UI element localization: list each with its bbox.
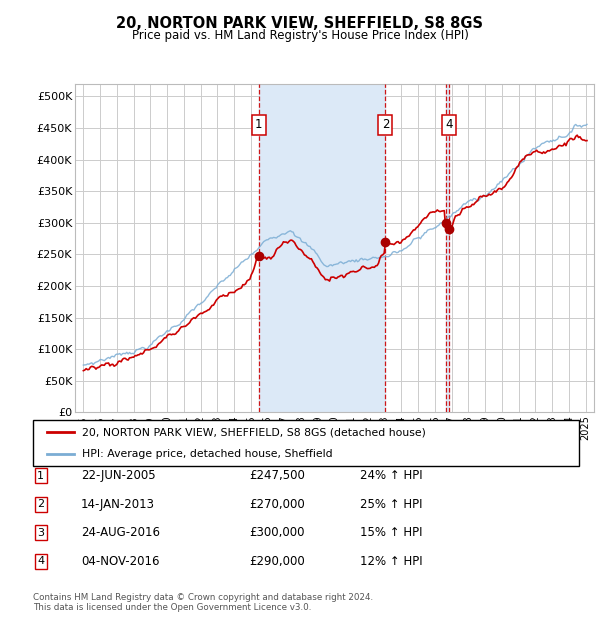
Text: 2: 2 [382,118,389,131]
Text: 12% ↑ HPI: 12% ↑ HPI [360,555,422,567]
Text: 24-AUG-2016: 24-AUG-2016 [81,526,160,539]
Text: 22-JUN-2005: 22-JUN-2005 [81,469,155,482]
Text: 3: 3 [37,528,44,538]
Text: £270,000: £270,000 [249,498,305,510]
Text: 20, NORTON PARK VIEW, SHEFFIELD, S8 8GS: 20, NORTON PARK VIEW, SHEFFIELD, S8 8GS [116,16,484,31]
Text: 4: 4 [445,118,453,131]
Text: £247,500: £247,500 [249,469,305,482]
Text: 14-JAN-2013: 14-JAN-2013 [81,498,155,510]
Text: 20, NORTON PARK VIEW, SHEFFIELD, S8 8GS (detached house): 20, NORTON PARK VIEW, SHEFFIELD, S8 8GS … [82,427,426,437]
Text: HPI: Average price, detached house, Sheffield: HPI: Average price, detached house, Shef… [82,449,333,459]
Text: 1: 1 [255,118,262,131]
Text: 2: 2 [37,499,44,509]
Text: Contains HM Land Registry data © Crown copyright and database right 2024.
This d: Contains HM Land Registry data © Crown c… [33,593,373,612]
Text: 1: 1 [37,471,44,480]
Text: £290,000: £290,000 [249,555,305,567]
FancyBboxPatch shape [33,420,579,466]
Text: 4: 4 [37,556,44,566]
Bar [259,84,385,412]
Text: 25% ↑ HPI: 25% ↑ HPI [360,498,422,510]
Text: 15% ↑ HPI: 15% ↑ HPI [360,526,422,539]
Text: Price paid vs. HM Land Registry's House Price Index (HPI): Price paid vs. HM Land Registry's House … [131,29,469,42]
Bar [446,84,449,412]
Text: 24% ↑ HPI: 24% ↑ HPI [360,469,422,482]
Text: £300,000: £300,000 [249,526,305,539]
Text: 04-NOV-2016: 04-NOV-2016 [81,555,160,567]
